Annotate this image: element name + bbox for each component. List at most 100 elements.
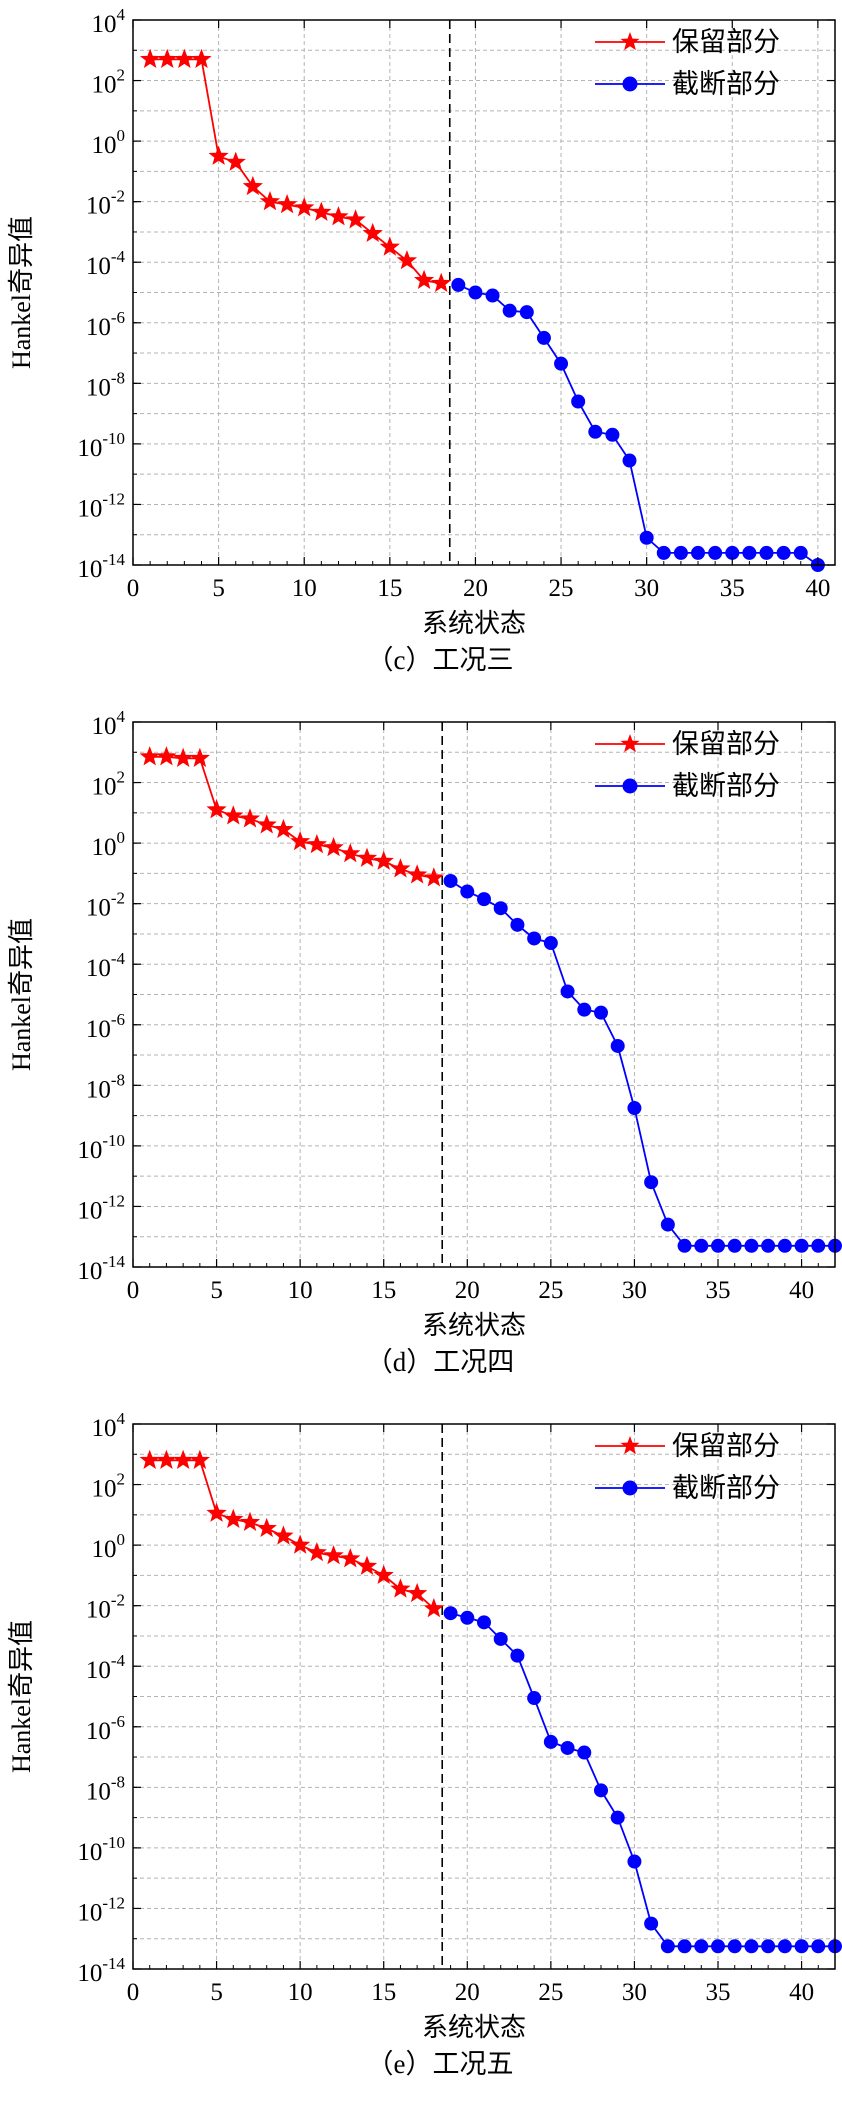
data-point (413, 269, 435, 289)
legend-marker-circle (622, 778, 638, 794)
legend-label: 保留部分 (672, 1431, 780, 1461)
grid (133, 20, 835, 565)
data-point (554, 356, 569, 371)
data-point (577, 1002, 592, 1017)
data-point (794, 1939, 809, 1954)
data-point (423, 867, 444, 887)
data-point (777, 1238, 792, 1253)
data-point (173, 1449, 194, 1469)
y-tick-label: 10-2 (86, 187, 125, 220)
x-tick-label: 20 (455, 1979, 480, 2006)
data-point (777, 1939, 792, 1954)
data-point (294, 197, 315, 217)
x-tick-label: 30 (634, 575, 659, 602)
y-tick-label: 104 (92, 1409, 126, 1442)
data-point (460, 884, 475, 899)
y-tick-label: 100 (92, 1530, 126, 1563)
data-point (761, 1939, 776, 1954)
data-point (259, 191, 281, 211)
data-point (323, 1545, 344, 1565)
data-point (543, 936, 558, 951)
series-retained (139, 746, 444, 887)
data-point (306, 833, 327, 854)
y-tick-label: 10-6 (86, 308, 125, 341)
legend-label: 保留部分 (672, 729, 780, 759)
data-point (340, 843, 361, 863)
data-point (761, 1238, 776, 1253)
data-point (744, 1939, 759, 1954)
y-tick-label: 10-4 (86, 1651, 126, 1684)
x-axis-label: 系统状态 (422, 1311, 526, 1340)
data-point (328, 206, 349, 226)
data-point (225, 151, 246, 171)
x-tick-label: 25 (538, 1979, 563, 2006)
data-point (594, 1783, 608, 1798)
data-point (189, 747, 210, 767)
data-point (239, 1511, 261, 1532)
data-point (156, 746, 177, 766)
data-point (644, 1175, 659, 1190)
x-tick-label: 35 (706, 1277, 731, 1304)
x-tick-label: 10 (292, 575, 317, 602)
figure-caption: （c）工况三 (367, 645, 514, 675)
y-tick-label: 10-6 (86, 1712, 125, 1745)
x-tick-label: 40 (805, 575, 830, 602)
data-point (206, 799, 227, 819)
y-tick-label: 104 (92, 707, 126, 740)
data-point (510, 1648, 525, 1663)
data-point (423, 1598, 444, 1618)
data-point (306, 1542, 327, 1562)
x-tick-label: 30 (622, 1277, 647, 1304)
y-tick-label: 10-4 (86, 949, 126, 982)
data-point (356, 1555, 378, 1575)
y-tick-label: 10-14 (77, 1954, 125, 1987)
series-retained (139, 1449, 444, 1618)
data-point (493, 1631, 508, 1646)
data-point (711, 1238, 725, 1253)
data-point (223, 1508, 244, 1528)
x-tick-label: 35 (706, 1979, 731, 2006)
data-point (622, 453, 637, 468)
data-point (594, 1005, 608, 1020)
data-point (691, 545, 706, 560)
series-line (450, 880, 835, 1247)
data-point (191, 48, 212, 68)
data-point (390, 858, 411, 878)
chart-d: 0 5 10 15 20 25 30 35 40 104 102 100 10-2 10-4 10-6 10-… (7, 707, 842, 1377)
legend-item: 保留部分 (595, 27, 780, 57)
x-tick-label: 30 (622, 1979, 647, 2006)
data-point (140, 48, 161, 68)
x-tick-label: 40 (789, 1979, 814, 2006)
y-tick-label: 10-6 (86, 1010, 125, 1043)
x-tick-label: 40 (789, 1277, 814, 1304)
data-point (256, 1517, 277, 1538)
y-tick-label: 10-8 (86, 368, 125, 401)
legend-marker-circle (622, 1480, 638, 1496)
data-point (605, 427, 620, 442)
data-point (610, 1038, 625, 1053)
legend-marker-star (620, 32, 640, 51)
data-point (431, 272, 452, 293)
data-point (451, 277, 466, 292)
series-line (450, 1612, 835, 1948)
y-tick-label: 102 (92, 1470, 126, 1503)
y-tick-label: 10-12 (77, 1893, 125, 1926)
data-point (477, 892, 491, 907)
data-point (379, 236, 400, 256)
data-point (276, 194, 298, 214)
data-point (577, 1745, 592, 1760)
data-point (560, 1740, 575, 1755)
data-point (694, 1939, 709, 1954)
data-point (407, 864, 428, 884)
data-point (174, 48, 195, 68)
legend-marker-star (620, 1436, 640, 1455)
data-point (793, 545, 808, 560)
data-point (627, 1101, 642, 1116)
y-tick-label: 10-10 (77, 1131, 125, 1164)
data-point (502, 303, 517, 318)
data-point (407, 1582, 428, 1603)
y-tick-label: 10-14 (77, 550, 125, 583)
data-point (811, 1238, 826, 1253)
data-point (345, 209, 366, 229)
